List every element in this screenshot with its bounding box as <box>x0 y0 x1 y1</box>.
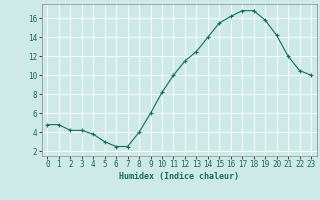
X-axis label: Humidex (Indice chaleur): Humidex (Indice chaleur) <box>119 172 239 181</box>
